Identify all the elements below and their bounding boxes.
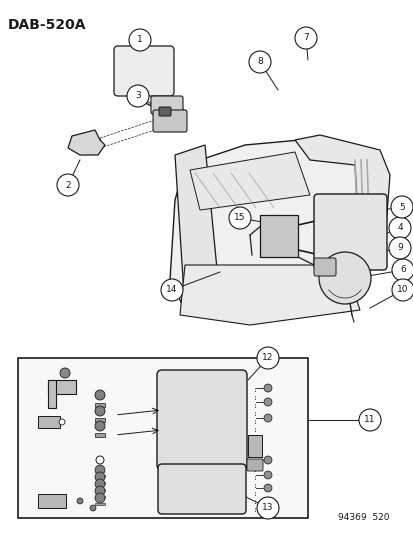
Polygon shape xyxy=(180,265,359,325)
Circle shape xyxy=(127,85,149,107)
Circle shape xyxy=(95,406,105,416)
Text: 9: 9 xyxy=(396,244,402,253)
Circle shape xyxy=(256,347,278,369)
Text: 15: 15 xyxy=(234,214,245,222)
Text: 10: 10 xyxy=(396,286,408,295)
Circle shape xyxy=(95,472,105,482)
Text: 7: 7 xyxy=(302,34,308,43)
Text: 13: 13 xyxy=(261,504,273,513)
Circle shape xyxy=(59,419,65,425)
FancyBboxPatch shape xyxy=(38,416,60,428)
Text: 3: 3 xyxy=(135,92,140,101)
FancyBboxPatch shape xyxy=(151,96,183,114)
FancyBboxPatch shape xyxy=(247,435,261,457)
Circle shape xyxy=(95,465,105,475)
Bar xyxy=(95,403,105,407)
Text: 11: 11 xyxy=(363,416,375,424)
Bar xyxy=(95,475,105,477)
Circle shape xyxy=(95,421,105,431)
Text: 94369  520: 94369 520 xyxy=(338,513,389,522)
Circle shape xyxy=(77,498,83,504)
Circle shape xyxy=(263,414,271,422)
FancyBboxPatch shape xyxy=(313,258,335,276)
Circle shape xyxy=(318,252,370,304)
FancyBboxPatch shape xyxy=(157,370,247,470)
Circle shape xyxy=(248,51,271,73)
Polygon shape xyxy=(166,104,185,118)
FancyBboxPatch shape xyxy=(159,107,171,116)
Circle shape xyxy=(256,497,278,519)
Circle shape xyxy=(95,486,105,496)
Text: 14: 14 xyxy=(166,286,177,295)
FancyBboxPatch shape xyxy=(48,380,76,394)
Circle shape xyxy=(263,471,271,479)
Circle shape xyxy=(263,484,271,492)
Circle shape xyxy=(263,456,271,464)
Text: 12: 12 xyxy=(262,353,273,362)
FancyBboxPatch shape xyxy=(38,494,66,508)
Bar xyxy=(95,489,105,491)
Bar xyxy=(95,503,105,505)
Circle shape xyxy=(263,384,271,392)
Circle shape xyxy=(95,493,105,503)
FancyBboxPatch shape xyxy=(259,215,297,257)
Polygon shape xyxy=(170,140,364,320)
Text: 2: 2 xyxy=(65,181,71,190)
Bar xyxy=(95,496,105,498)
Circle shape xyxy=(60,368,70,378)
Bar xyxy=(95,482,105,484)
Text: 6: 6 xyxy=(399,265,405,274)
Circle shape xyxy=(228,207,250,229)
Circle shape xyxy=(358,409,380,431)
Circle shape xyxy=(388,217,410,239)
FancyBboxPatch shape xyxy=(313,194,386,270)
Text: 4: 4 xyxy=(396,223,402,232)
Circle shape xyxy=(391,279,413,301)
Circle shape xyxy=(391,259,413,281)
FancyBboxPatch shape xyxy=(153,110,187,132)
Bar xyxy=(18,358,307,518)
Circle shape xyxy=(57,174,79,196)
FancyBboxPatch shape xyxy=(158,464,245,514)
Polygon shape xyxy=(190,152,309,210)
Circle shape xyxy=(263,398,271,406)
Circle shape xyxy=(129,29,151,51)
Circle shape xyxy=(95,479,105,489)
Circle shape xyxy=(90,505,96,511)
Circle shape xyxy=(95,390,105,400)
Polygon shape xyxy=(175,145,219,310)
Polygon shape xyxy=(294,135,389,250)
Text: DAB-520A: DAB-520A xyxy=(8,18,86,32)
Circle shape xyxy=(294,27,316,49)
Text: 1: 1 xyxy=(137,36,142,44)
Bar xyxy=(95,418,105,422)
FancyBboxPatch shape xyxy=(247,459,262,471)
Text: 8: 8 xyxy=(256,58,262,67)
Circle shape xyxy=(388,237,410,259)
Polygon shape xyxy=(68,130,105,155)
FancyBboxPatch shape xyxy=(114,46,173,96)
Circle shape xyxy=(390,196,412,218)
Circle shape xyxy=(161,279,183,301)
Text: 5: 5 xyxy=(398,203,404,212)
FancyBboxPatch shape xyxy=(48,380,56,408)
Bar xyxy=(95,433,105,437)
